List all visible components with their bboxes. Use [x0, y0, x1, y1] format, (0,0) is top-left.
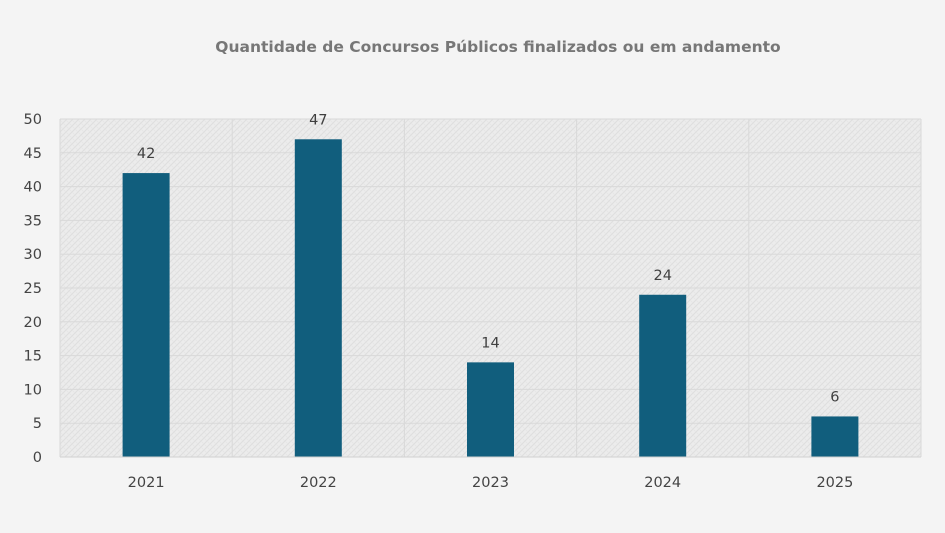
data-label: 47: [309, 112, 327, 128]
x-tick-label: 2022: [300, 475, 337, 491]
y-tick-label: 20: [24, 315, 42, 331]
data-label: 24: [653, 268, 671, 284]
x-tick-label: 2023: [472, 475, 509, 491]
data-label: 6: [830, 389, 839, 405]
bar: [122, 173, 170, 457]
y-tick-label: 25: [24, 281, 42, 297]
y-tick-label: 50: [24, 112, 42, 128]
x-tick-label: 2025: [816, 475, 853, 491]
y-tick-label: 5: [33, 416, 42, 432]
y-tick-label: 10: [24, 382, 42, 398]
bar: [811, 416, 859, 457]
bar: [467, 362, 514, 457]
y-tick-label: 30: [24, 247, 42, 263]
data-label: 14: [481, 335, 499, 351]
bar: [639, 294, 687, 457]
y-tick-label: 0: [33, 450, 42, 466]
y-tick-label: 45: [24, 146, 42, 162]
y-tick-label: 15: [24, 349, 42, 365]
data-label: 42: [137, 146, 155, 162]
x-tick-label: 2024: [644, 475, 681, 491]
chart-title: Quantidade de Concursos Públicos finaliz…: [215, 38, 780, 56]
bar: [294, 139, 342, 457]
x-tick-label: 2021: [128, 475, 165, 491]
y-tick-label: 40: [24, 180, 42, 196]
y-tick-label: 35: [24, 213, 42, 229]
